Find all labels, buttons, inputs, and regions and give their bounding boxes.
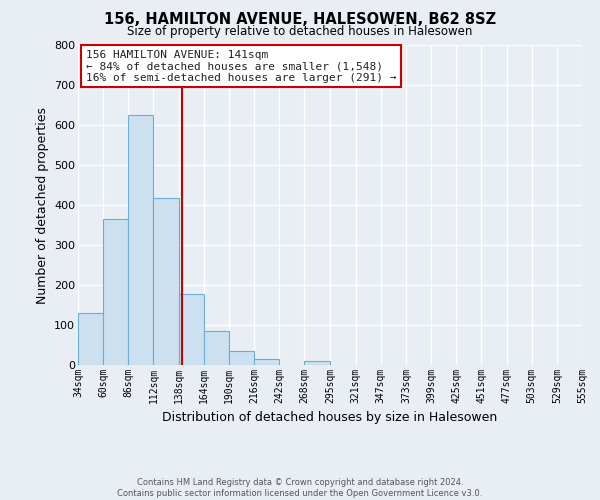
Bar [154,198,179,365]
Bar [103,219,128,365]
Bar [204,331,229,365]
Bar [304,361,331,365]
Bar [254,359,279,365]
Bar [78,313,103,365]
Bar [128,115,154,365]
X-axis label: Distribution of detached houses by size in Halesowen: Distribution of detached houses by size … [163,412,497,424]
Text: Size of property relative to detached houses in Halesowen: Size of property relative to detached ho… [127,25,473,38]
Bar [229,351,254,365]
Y-axis label: Number of detached properties: Number of detached properties [35,106,49,304]
Text: 156 HAMILTON AVENUE: 141sqm
← 84% of detached houses are smaller (1,548)
16% of : 156 HAMILTON AVENUE: 141sqm ← 84% of det… [86,50,396,83]
Bar [179,294,204,365]
Text: 156, HAMILTON AVENUE, HALESOWEN, B62 8SZ: 156, HAMILTON AVENUE, HALESOWEN, B62 8SZ [104,12,496,28]
Text: Contains HM Land Registry data © Crown copyright and database right 2024.
Contai: Contains HM Land Registry data © Crown c… [118,478,482,498]
